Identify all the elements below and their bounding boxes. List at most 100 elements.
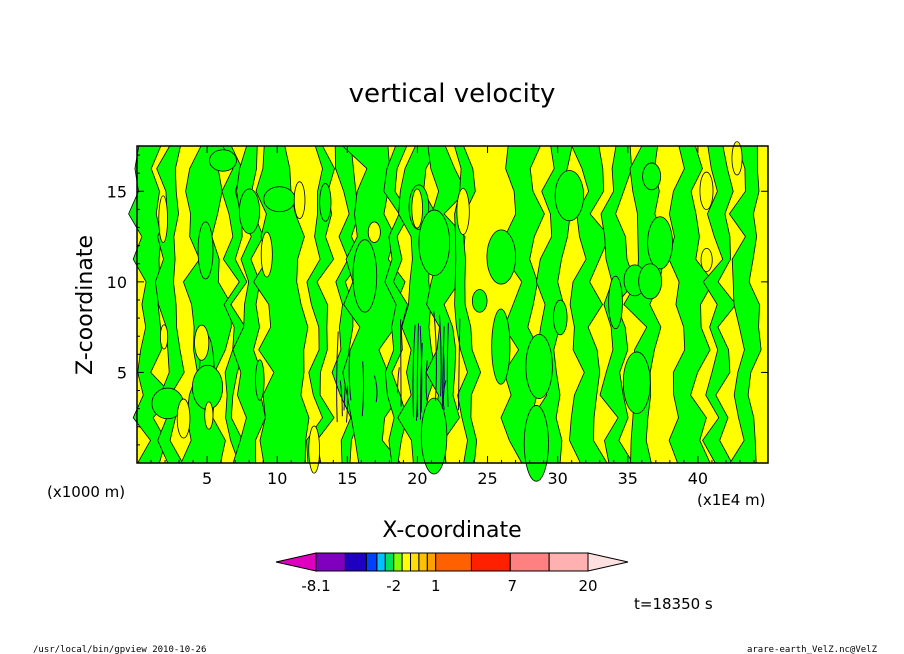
negative-velocity-blob [352, 239, 378, 313]
negative-velocity-blob [486, 229, 517, 285]
negative-velocity-blob [255, 359, 265, 401]
contour-line [412, 324, 416, 418]
colorbar-label: 7 [508, 577, 518, 595]
positive-velocity-island [308, 425, 320, 474]
colorbar-segment [435, 552, 472, 572]
footer-right: arare-earth_VelZ.nc@VelZ [747, 645, 878, 654]
chart-title: vertical velocity [349, 79, 556, 109]
positive-velocity-island [260, 231, 273, 278]
x-tick-label: 20 [407, 469, 427, 488]
colorbar-segment [365, 552, 378, 572]
positive-velocity-island [411, 188, 423, 229]
negative-velocity-blob [263, 186, 296, 213]
negative-velocity-blob [209, 149, 237, 172]
contour-line [348, 350, 352, 401]
negative-velocity-blob [608, 275, 623, 330]
negative-velocity-blob [197, 221, 214, 280]
x-unit-right: (x1E4 m) [697, 491, 766, 509]
negative-velocity-blob [554, 170, 585, 222]
positive-velocity-island [204, 401, 214, 430]
positive-velocity-island [159, 324, 169, 350]
negative-velocity-blob [622, 351, 651, 414]
positive-velocity-island [699, 171, 714, 211]
colorbar-segment [426, 552, 437, 572]
x-axis: 5 10 15 20 25 30 35 40 [150, 146, 755, 488]
x-tick-label: 40 [688, 469, 708, 488]
x-tick-label: 10 [267, 469, 287, 488]
colorbar: -8.1 -2 1 7 20 [275, 552, 629, 595]
positive-velocity-island [293, 181, 306, 220]
negative-velocity-blob [638, 263, 663, 300]
contour-line [339, 380, 343, 417]
x-tick-label: 35 [618, 469, 638, 488]
contour-line [416, 323, 419, 417]
colorbar-segment [410, 552, 420, 572]
positive-velocity-island [176, 398, 191, 439]
contour-line [420, 342, 423, 420]
colorbar-segment [509, 552, 550, 572]
colorbar-label: 20 [578, 577, 597, 595]
y-tick-label: 15 [107, 182, 127, 201]
contour-line [419, 325, 423, 413]
negative-velocity-blob [420, 397, 448, 475]
negative-velocity-blob [491, 308, 511, 385]
contour-line [343, 384, 346, 411]
footer-left: /usr/local/bin/gpview 2010-10-26 [33, 645, 206, 654]
colorbar-segment [344, 552, 367, 572]
x-tick-label: 30 [547, 469, 567, 488]
negative-velocity-blob [642, 162, 662, 191]
contour-line [336, 331, 339, 423]
colorbar-max-triangle [587, 552, 629, 572]
negative-velocity-blob [238, 188, 260, 235]
colorbar-segment [384, 552, 395, 572]
positive-velocity-island [158, 195, 168, 243]
negative-velocity-blob [523, 405, 549, 482]
plot-frame [136, 145, 769, 464]
contour-line [433, 311, 437, 401]
contour-line [446, 322, 449, 407]
positive-velocity-island [367, 221, 381, 243]
negative-velocity-blob [418, 209, 451, 276]
x-axis-label: X-coordinate [382, 518, 521, 543]
x-tick-label: 25 [477, 469, 497, 488]
negative-velocity-regions [128, 141, 762, 482]
negative-velocity-blob [553, 299, 568, 336]
colorbar-segment [470, 552, 511, 572]
y-tick-label: 10 [107, 273, 127, 292]
positive-velocity-island [456, 188, 470, 235]
colorbar-label: -8.1 [301, 577, 330, 595]
colorbar-segment [418, 552, 428, 572]
contour-line [346, 385, 349, 423]
plot-area [128, 141, 769, 482]
contour-line [361, 361, 365, 417]
contour-line [439, 314, 442, 397]
colorbar-segment [393, 552, 403, 572]
contour-line [425, 360, 428, 401]
x-tick-label: 5 [202, 469, 212, 488]
time-label: t=18350 s [634, 595, 713, 613]
contour-line [457, 318, 461, 411]
y-axis: 5 10 15 [107, 154, 768, 446]
colorbar-segment [548, 552, 589, 572]
colorbar-min-triangle [275, 552, 317, 572]
colorbar-label: -2 [386, 577, 401, 595]
colorbar-segment [401, 552, 412, 572]
negative-velocity-blob [647, 216, 673, 270]
colorbar-label: 1 [431, 577, 441, 595]
contour-lines [336, 311, 461, 423]
positive-velocity-island [700, 247, 713, 272]
positive-velocity-island [731, 141, 743, 176]
y-axis-label: Z-coordinate [73, 235, 98, 375]
y-tick-label: 5 [117, 363, 127, 382]
negative-velocity-blob [525, 333, 553, 399]
negative-velocity-blob [319, 183, 332, 222]
negative-velocity-blob [471, 289, 488, 313]
x-tick-label: 15 [337, 469, 357, 488]
contour-line [400, 319, 402, 407]
contour-line [441, 326, 445, 409]
colorbar-segment [376, 552, 386, 572]
contour-line [397, 367, 400, 394]
contour-line [373, 375, 378, 403]
x-unit-left: (x1000 m) [47, 483, 125, 501]
